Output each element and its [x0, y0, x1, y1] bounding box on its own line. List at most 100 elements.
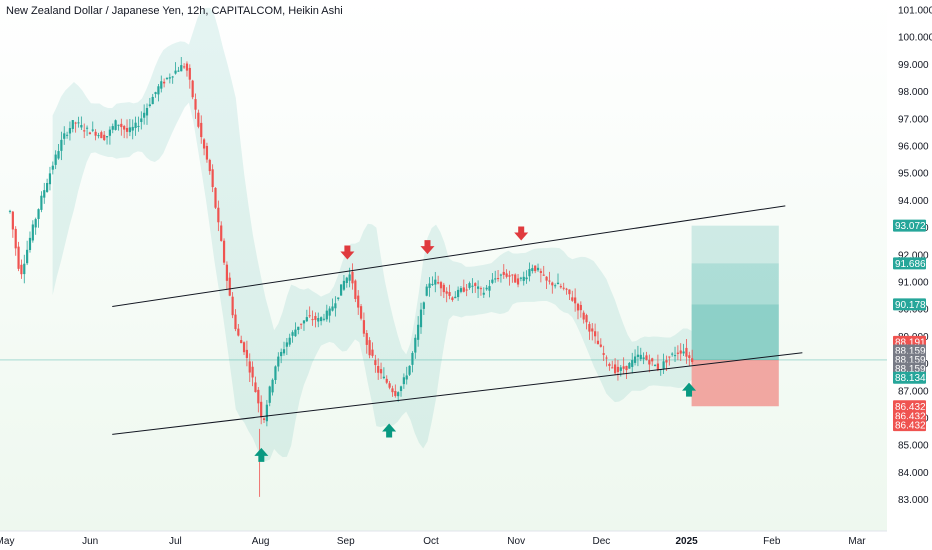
candle-body [422, 302, 425, 309]
candle-body [648, 360, 651, 365]
candle-body [34, 219, 37, 228]
candle-body [180, 65, 183, 72]
candle-body [260, 401, 263, 418]
y-tick-label: 98.000 [898, 87, 929, 98]
candle-body [419, 309, 423, 328]
candle-body [542, 274, 545, 276]
price-tag-value: 86.432 [895, 421, 926, 432]
candle-body [525, 277, 528, 280]
candle-body [645, 355, 648, 360]
candle-body [451, 297, 454, 301]
candle-body [188, 67, 191, 80]
candle-body [339, 284, 343, 296]
candle-body [348, 274, 351, 281]
candle-body [317, 318, 320, 322]
y-tick-label: 100.000 [898, 33, 932, 44]
candle-body [77, 122, 80, 124]
candle-body [514, 274, 517, 283]
candle-body [448, 292, 451, 296]
candle-body [357, 295, 360, 308]
candle-body [562, 287, 565, 289]
price-axis[interactable]: 101.000 100.000 99.000 98.000 97.000 96.000 95… [887, 0, 932, 550]
x-tick-label: May [0, 536, 14, 547]
chart-title: New Zealand Dollar / Japanese Yen, 12h, … [6, 5, 343, 17]
candle-body [57, 151, 60, 159]
candle-body [197, 112, 200, 127]
candle-body [371, 349, 374, 356]
candle-body [582, 312, 585, 320]
candle-body [114, 120, 117, 130]
plot-background [0, 0, 887, 531]
x-tick-label: 2025 [675, 536, 698, 547]
price-tag-value: 88.159 [895, 346, 926, 357]
y-tick-label: 85.000 [898, 441, 929, 452]
candle-body [251, 366, 254, 378]
y-tick-label: 95.000 [898, 169, 929, 180]
candle-body [148, 104, 151, 107]
x-tick-label: Nov [507, 536, 525, 547]
candle-body [665, 360, 668, 363]
candle-body [40, 195, 43, 210]
candle-body [368, 340, 371, 356]
candle-body [622, 366, 625, 369]
candle-body [594, 331, 597, 337]
y-tick-label: 91.000 [898, 278, 929, 289]
price-tag-box [893, 400, 926, 413]
take-profit-zone-2 [691, 263, 779, 305]
candle-body [682, 351, 685, 354]
candle-body [168, 77, 171, 79]
candle-body [297, 326, 300, 330]
candle-body [362, 320, 366, 334]
candle-body [534, 265, 537, 272]
candle-body [342, 280, 346, 290]
time-axis[interactable]: May Jun Jul Aug Sep Oct Nov Dec 2025 Feb Mar [0, 536, 866, 547]
candle-body [482, 292, 485, 295]
candle-body [434, 279, 437, 285]
x-tick-label: Mar [848, 536, 866, 547]
candle-body [217, 207, 220, 223]
candle-body [97, 135, 100, 137]
candle-body [20, 264, 23, 275]
candle-body [568, 289, 571, 295]
candle-body [54, 154, 57, 165]
price-tag: 93.072 [893, 219, 926, 232]
candle-body [242, 342, 246, 353]
candle-body [394, 390, 397, 396]
candle-body [673, 355, 677, 357]
y-tick-label: 94.000 [898, 196, 929, 207]
down-arrow-icon [340, 245, 355, 260]
candle-body [202, 139, 206, 149]
candle-body [23, 263, 26, 275]
up-arrow-icon [382, 423, 397, 438]
price-tag-value: 90.178 [895, 300, 926, 311]
candle-body [613, 364, 617, 374]
price-tag-value: 91.686 [895, 259, 926, 270]
candle-body [105, 136, 109, 138]
y-tick-label: 97.000 [898, 114, 929, 125]
candle-body [140, 118, 143, 123]
candle-body [625, 365, 628, 371]
price-tags: 93.07291.68690.17888.19188.15988.15988.1… [893, 219, 926, 432]
candle-body [631, 360, 634, 367]
candle-body [405, 375, 408, 380]
candle-body [280, 351, 283, 357]
candle-body [588, 324, 591, 332]
candle-body [174, 70, 177, 74]
candle-body [194, 99, 197, 110]
candle-body [268, 386, 271, 403]
candle-body [691, 358, 694, 363]
candle-body [8, 210, 12, 212]
price-tag-value: 88.159 [895, 355, 926, 366]
candle-body [516, 278, 520, 285]
candle-body [454, 296, 457, 299]
y-tick-label: 96.000 [898, 142, 929, 153]
candle-body [499, 274, 503, 276]
candle-body [14, 228, 17, 249]
down-arrow-icon [420, 240, 435, 255]
candle-body [163, 81, 166, 84]
candle-body [668, 356, 671, 358]
candle-body [117, 124, 120, 126]
price-tag-value: 86.432 [895, 411, 926, 422]
candle-body [431, 283, 434, 285]
candle-body [225, 264, 229, 281]
